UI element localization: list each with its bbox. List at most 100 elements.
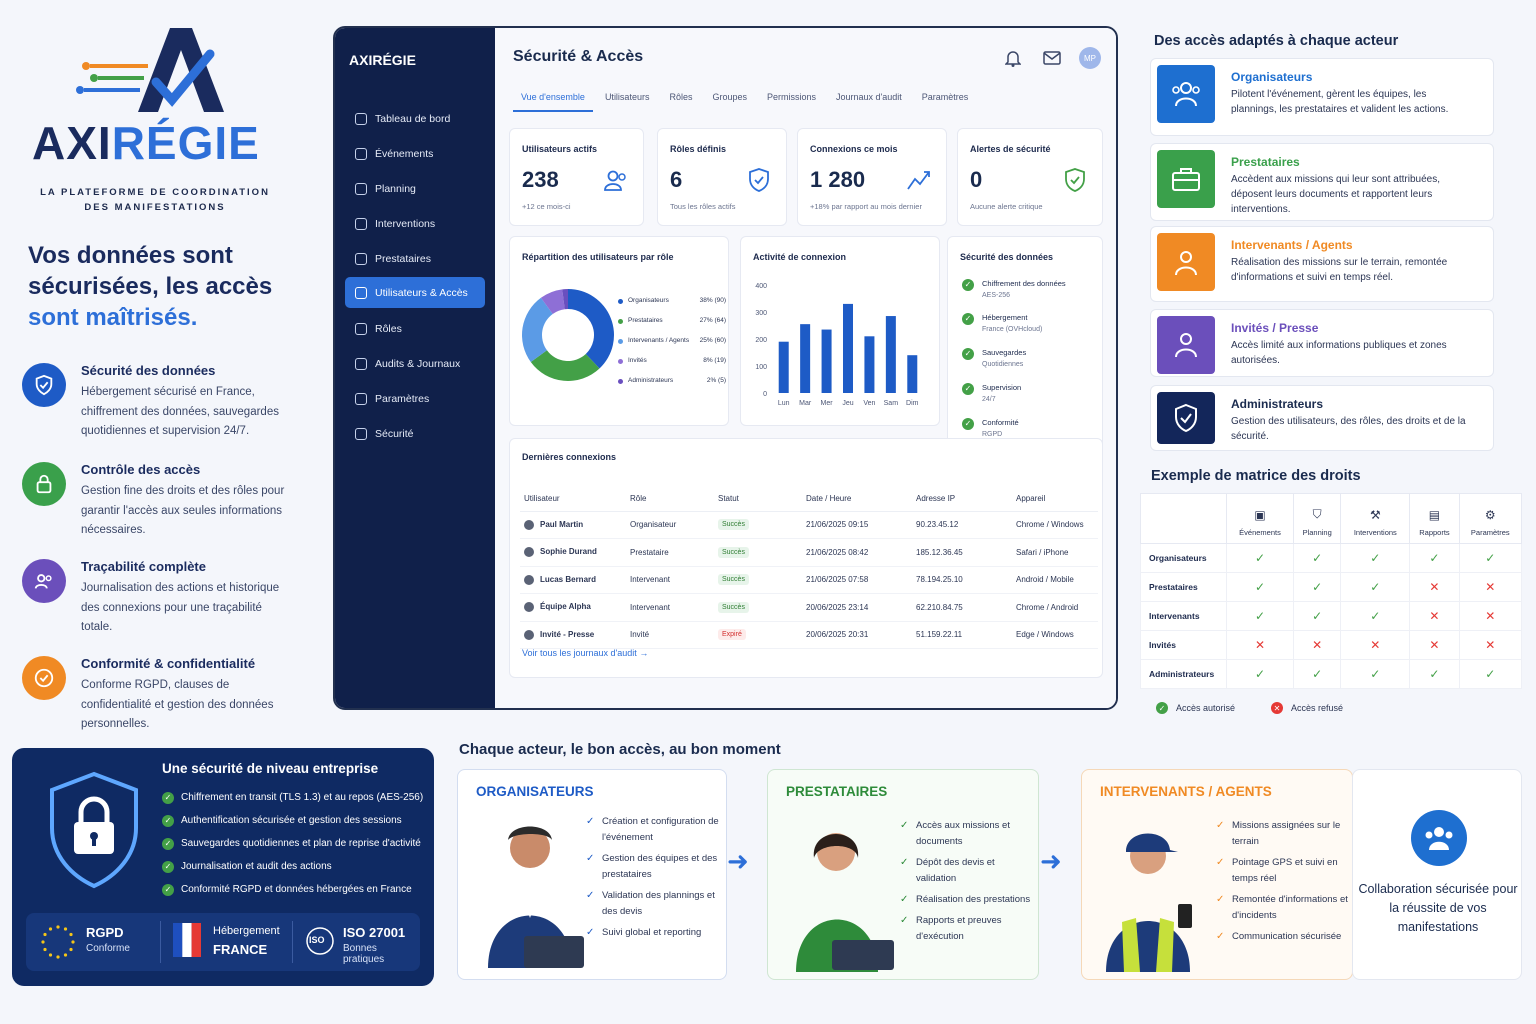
role-card-guests: Invités / Presse Accès limité aux informa… xyxy=(1150,309,1494,377)
sidebar-item-users-access[interactable]: Utilisateurs & Accès xyxy=(345,277,485,308)
see-all-audit-link[interactable]: Voir tous les journaux d'audit → xyxy=(522,648,649,658)
check-icon: ✓ xyxy=(1340,572,1411,602)
feature-title: Conformité & confidentialité xyxy=(81,656,256,671)
legend-value: 25% (60) xyxy=(699,337,726,344)
sidebar-item-interventions[interactable]: Interventions xyxy=(345,208,485,239)
tab-groups[interactable]: Groupes xyxy=(712,92,747,102)
hosting-badge: Hébergement FRANCE xyxy=(160,921,290,963)
cross-icon: ✕ xyxy=(1458,572,1523,602)
feature-traceability: Traçabilité complète Journalisation des … xyxy=(22,559,297,649)
table-row[interactable]: Équipe Alpha Intervenant Succès 20/06/2025 … xyxy=(520,593,1098,622)
sidebar-item-roles[interactable]: Rôles xyxy=(345,313,485,344)
y-tick-label: 300 xyxy=(755,310,767,317)
table-row[interactable]: Sophie Durand Prestataire Succès 21/06/2025… xyxy=(520,538,1098,567)
table-row[interactable]: Paul Martin Organisateur Succès 21/06/2025 … xyxy=(520,511,1098,539)
sidebar-item-events[interactable]: Événements xyxy=(345,138,485,169)
legend-item: Organisateurs 38% (90) xyxy=(618,297,726,304)
enterprise-item: ✓ Authentification sécurisée et gestion d… xyxy=(162,809,423,832)
sidebar-item-audits[interactable]: Audits & Journaux xyxy=(345,348,485,379)
bar xyxy=(843,303,853,393)
sidebar-item-security[interactable]: Sécurité xyxy=(345,418,485,449)
avatar xyxy=(524,547,534,558)
feature-title: Traçabilité complète xyxy=(81,559,206,574)
status-badge: Expiré xyxy=(718,629,746,641)
table-cell: 21/06/2025 09:15 xyxy=(802,511,912,539)
agent-tasks: Missions assignées sur le terrain Pointa… xyxy=(1216,818,1350,950)
pie-slice xyxy=(530,350,600,381)
table-cell: Prestataire xyxy=(626,538,714,567)
shield-check-icon xyxy=(1065,168,1085,192)
hero-heading: Vos données sont sécurisées, les accès son… xyxy=(28,242,273,331)
tab-users[interactable]: Utilisateurs xyxy=(604,92,650,102)
worker-icon xyxy=(1157,233,1215,291)
x-tick-label: Ven xyxy=(863,400,875,407)
enterprise-item: ✓ Sauvegardes quotidiennes et plan de rep… xyxy=(162,832,423,855)
table-cell: Chrome / Windows xyxy=(1012,511,1098,539)
x-tick-label: Lun xyxy=(778,400,790,407)
check-icon: ✓ xyxy=(162,837,174,850)
tab-settings[interactable]: Paramètres xyxy=(921,92,969,102)
main-content: Sécurité & Accès MP Vue d'ensemble Utili… xyxy=(495,28,1116,708)
trend-up-icon xyxy=(907,171,930,190)
cross-icon: ✕ xyxy=(1458,630,1523,660)
x-tick-label: Sam xyxy=(884,400,899,407)
connection-activity-panel: Activité de connexion 0 100 200 300 400 Lun Ma… xyxy=(740,236,940,426)
table-cell: 51.159.22.11 xyxy=(912,621,1012,649)
table-cell: Équipe Alpha xyxy=(520,593,626,622)
mail-icon[interactable] xyxy=(1043,51,1061,65)
check-icon: ✓ xyxy=(1409,543,1460,573)
table-row[interactable]: Lucas Bernard Intervenant Succès 21/06/2025… xyxy=(520,566,1098,594)
check-icon: ✓ xyxy=(1226,543,1294,573)
bell-icon[interactable] xyxy=(1005,49,1021,67)
y-tick-label: 400 xyxy=(755,283,767,290)
data-security-panel: Sécurité des données ✓ Chiffrement des do… xyxy=(947,236,1103,456)
tab-permissions[interactable]: Permissions xyxy=(767,92,817,102)
shield-check-icon xyxy=(749,168,769,192)
legend-dot xyxy=(618,299,623,304)
bar xyxy=(800,324,811,393)
role-card-agents: Intervenants / Agents Réalisation des mis… xyxy=(1150,226,1494,302)
shield-check-icon xyxy=(1157,392,1215,444)
tab-overview[interactable]: Vue d'ensemble xyxy=(513,88,593,112)
bar xyxy=(778,341,789,393)
team-icon xyxy=(1157,65,1215,123)
legend-label: Intervenants / Agents xyxy=(628,337,690,344)
panel-title: Répartition des utilisateurs par rôle xyxy=(522,252,674,262)
panel-title: Activité de connexion xyxy=(753,252,847,262)
avatar[interactable]: MP xyxy=(1079,47,1101,69)
sidebar-item-settings[interactable]: Paramètres xyxy=(345,383,485,414)
donut-chart xyxy=(522,289,614,381)
provider-illustration xyxy=(796,833,894,972)
lock-icon xyxy=(22,462,66,506)
sidebar-item-planning[interactable]: Planning xyxy=(345,173,485,204)
security-item: ✓ Chiffrement des données AES-256 xyxy=(962,278,1066,302)
table-cell: Succès xyxy=(714,566,802,594)
pie-slice xyxy=(522,297,553,363)
table-row[interactable]: Invité - Presse Invité Expiré 20/06/2025 20… xyxy=(520,621,1098,649)
feature-desc: Conforme RGPD, clauses de confidentialit… xyxy=(81,679,274,730)
sidebar-item-providers[interactable]: Prestataires xyxy=(345,243,485,274)
role-card-providers: Prestataires Accèdent aux missions qui le… xyxy=(1150,143,1494,221)
clipboard-icon xyxy=(355,217,367,230)
bar xyxy=(907,355,918,393)
tab-roles[interactable]: Rôles xyxy=(669,92,693,102)
tools-icon: ⚒ xyxy=(1369,508,1381,522)
table-cell: Android / Mobile xyxy=(1012,566,1098,594)
feature-desc: Journalisation des actions et historique… xyxy=(81,582,280,633)
collaboration-text: Collaboration sécurisée pour la réussite… xyxy=(1358,882,1518,934)
app-window: AXIRÉGIE Tableau de bord Événements Plan… xyxy=(333,26,1118,710)
legend-value: 8% (19) xyxy=(703,357,726,364)
check-icon: ✓ xyxy=(1226,601,1294,631)
y-tick-label: 200 xyxy=(755,337,767,344)
enterprise-title: Une sécurité de niveau entreprise xyxy=(162,761,379,776)
feature-title: Sécurité des données xyxy=(81,363,216,378)
shield-icon xyxy=(355,427,367,440)
matrix-row: Organisateurs ✓ ✓ ✓ ✓ ✓ xyxy=(1140,543,1523,573)
compliance-badges: RGPD Conforme Hébergement FRANCE ISO ISO… xyxy=(26,913,420,971)
status-badge: Succès xyxy=(718,519,749,531)
page-title: Sécurité & Accès xyxy=(513,48,644,65)
feature-security: Sécurité des données Hébergement sécuris… xyxy=(22,363,297,453)
tab-audit-logs[interactable]: Journaux d'audit xyxy=(836,92,902,102)
sidebar-item-dashboard[interactable]: Tableau de bord xyxy=(345,103,485,134)
matrix-row-label: Organisateurs xyxy=(1140,543,1227,573)
